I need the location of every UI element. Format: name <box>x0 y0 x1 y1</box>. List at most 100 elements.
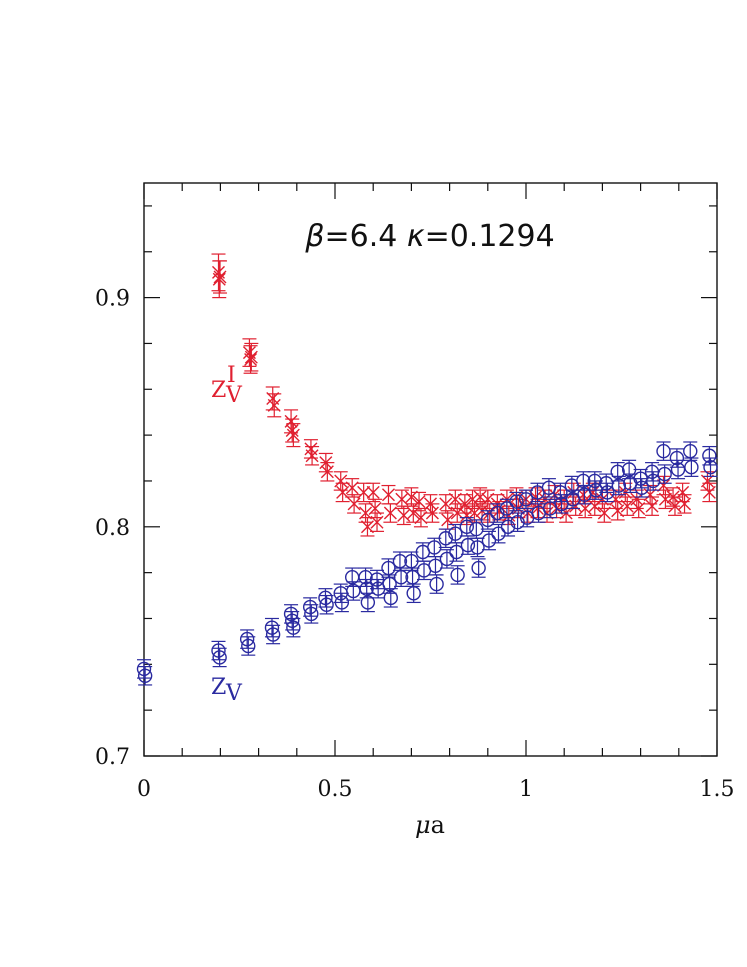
marker-circle <box>239 631 255 647</box>
marker-circle <box>285 613 300 628</box>
marker-circle <box>429 576 444 592</box>
marker-circle <box>490 505 505 521</box>
marker-circle <box>211 643 226 658</box>
data-point <box>347 494 362 514</box>
series-label-zvi-sup: I <box>227 363 236 388</box>
x-tick-label: 0.5 <box>318 777 353 802</box>
data-point <box>530 482 545 503</box>
marker-cross <box>213 270 227 284</box>
data-point <box>481 530 497 551</box>
marker-circle <box>448 526 463 541</box>
data-point <box>658 489 673 510</box>
marker-cross <box>381 488 395 502</box>
marker-circle <box>318 590 333 606</box>
data-point <box>597 503 612 523</box>
x-tick-label: 0 <box>137 777 151 802</box>
marker-cross <box>336 485 350 499</box>
data-point <box>703 457 718 477</box>
marker-circle <box>646 473 661 489</box>
x-tick-label: 1 <box>519 777 533 802</box>
marker-circle <box>470 540 485 555</box>
data-point <box>471 558 486 578</box>
marker-cross <box>702 485 716 499</box>
data-point <box>304 604 319 624</box>
data-point <box>620 496 635 516</box>
data-point <box>480 510 495 530</box>
data-point <box>319 594 334 615</box>
marker-cross <box>632 501 646 515</box>
marker-circle <box>264 620 280 635</box>
data-point <box>368 498 383 519</box>
annotation-beta-value: =6.4 <box>324 219 406 254</box>
marker-circle <box>382 576 397 592</box>
marker-cross <box>286 428 300 442</box>
marker-cross <box>458 497 472 511</box>
data-point <box>370 512 385 532</box>
marker-circle <box>439 551 455 567</box>
series-label-zvi: Z V I <box>211 363 243 408</box>
data-point <box>406 583 421 604</box>
data-point <box>610 462 625 482</box>
marker-circle <box>491 526 506 541</box>
marker-cross <box>439 497 453 511</box>
series-zvi <box>211 253 717 537</box>
data-point <box>656 441 671 461</box>
marker-circle <box>634 480 649 496</box>
annotation-beta-symbol: β <box>304 219 324 254</box>
marker-cross <box>412 495 426 509</box>
data-point <box>212 647 227 668</box>
marker-cross <box>211 265 225 279</box>
marker-cross <box>304 442 318 456</box>
data-point <box>356 482 371 503</box>
marker-cross <box>244 352 258 366</box>
data-point <box>439 549 455 569</box>
data-point <box>702 482 717 503</box>
marker-cross <box>347 497 361 511</box>
marker-cross <box>441 513 455 527</box>
data-point <box>470 537 485 558</box>
marker-cross <box>645 499 659 513</box>
y-tick-label: 0.7 <box>95 745 130 770</box>
marker-cross <box>360 520 374 534</box>
marker-circle <box>212 650 227 665</box>
marker-circle <box>509 494 524 509</box>
data-point <box>286 617 301 638</box>
marker-circle <box>670 462 686 477</box>
marker-circle <box>358 570 373 585</box>
data-point <box>677 494 692 514</box>
marker-cross <box>242 346 256 360</box>
series-label-zvi-main: Z <box>211 378 226 403</box>
marker-cross <box>267 398 281 412</box>
marker-cross <box>212 272 226 286</box>
data-point <box>302 597 318 617</box>
marker-cross <box>597 506 611 520</box>
data-point <box>305 445 320 466</box>
data-point <box>450 565 465 585</box>
data-point <box>265 624 281 645</box>
marker-cross <box>395 492 409 506</box>
marker-cross <box>366 485 380 499</box>
marker-circle <box>438 531 453 546</box>
marker-circle <box>684 460 699 475</box>
data-point <box>657 464 672 484</box>
marker-circle <box>360 595 376 610</box>
data-point <box>438 528 453 549</box>
marker-circle <box>346 583 361 599</box>
series-label-zv-sub: V <box>225 681 243 706</box>
marker-circle <box>241 638 256 654</box>
marker-cross <box>370 515 384 529</box>
data-point <box>491 523 506 544</box>
data-point <box>684 457 699 477</box>
marker-cross <box>334 474 348 488</box>
data-point <box>267 393 282 418</box>
data-point <box>358 567 373 587</box>
marker-circle <box>499 501 515 516</box>
data-point <box>360 592 376 613</box>
marker-circle <box>702 448 717 463</box>
marker-cross <box>676 485 690 499</box>
y-tick-label: 0.9 <box>95 287 130 312</box>
data-point <box>611 475 627 496</box>
data-point <box>381 484 396 505</box>
axis-ticks <box>143 183 718 757</box>
